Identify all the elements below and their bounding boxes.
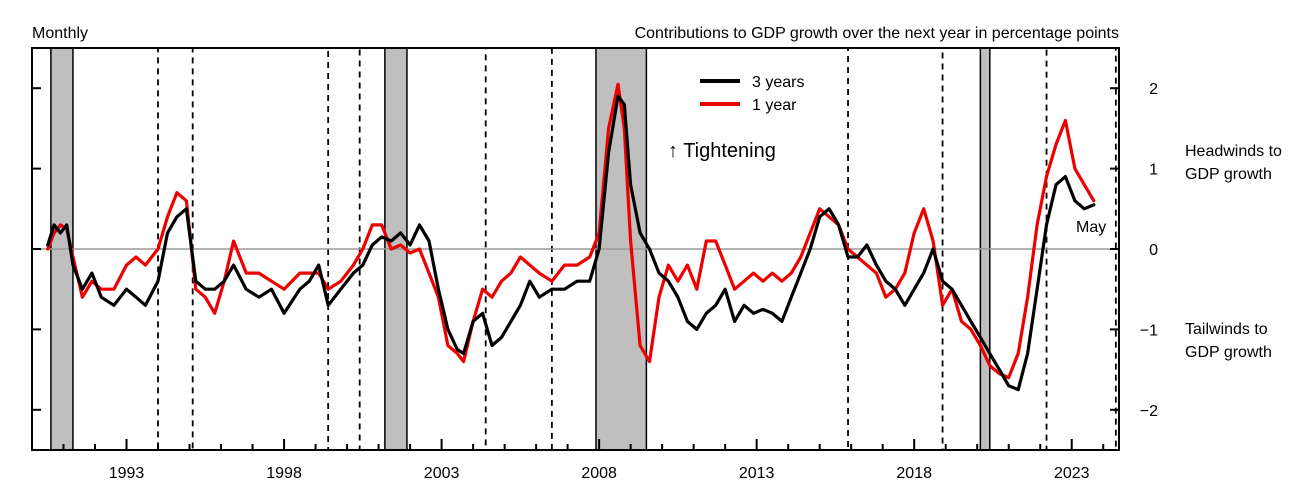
x-tick-label: 1993 — [109, 465, 145, 482]
frequency-label: Monthly — [32, 25, 88, 42]
x-tick-label: 2018 — [896, 465, 932, 482]
axis-ticks: −2 −1 0 1 2 1993 1998 2003 2008 2013 2018 2023 — [31, 81, 1158, 482]
y-tick-label: 2 — [1149, 81, 1158, 98]
y-tick-label: −2 — [1140, 403, 1158, 420]
x-tick-label: 2023 — [1054, 465, 1090, 482]
x-tick-label: 1998 — [266, 465, 302, 482]
chart-title: Contributions to GDP growth over the nex… — [635, 25, 1119, 42]
tightening-annotation: ↑ Tightening — [668, 140, 776, 162]
series-line-3-years — [46, 94, 1096, 392]
series-layer — [46, 82, 1096, 392]
tailwinds-label-line-1: Tailwinds to — [1185, 321, 1268, 338]
headwinds-label-line-1: Headwinds to — [1185, 143, 1282, 160]
x-tick-label: 2003 — [424, 465, 460, 482]
headwinds-label-line-2: GDP growth — [1185, 166, 1272, 183]
legend: 3 years 1 year — [700, 74, 804, 114]
y-tick-label: 0 — [1149, 242, 1158, 259]
x-tick-label: 2008 — [581, 465, 617, 482]
legend-label-1-year: 1 year — [752, 97, 797, 114]
tailwinds-label-line-2: GDP growth — [1185, 344, 1272, 361]
y-tick-label: −1 — [1140, 322, 1158, 339]
x-tick-label: 2013 — [739, 465, 775, 482]
may-annotation: May — [1076, 219, 1106, 236]
legend-label-3-years: 3 years — [752, 74, 804, 91]
y-tick-label: 1 — [1149, 162, 1158, 179]
series-line-1-year — [46, 82, 1096, 380]
